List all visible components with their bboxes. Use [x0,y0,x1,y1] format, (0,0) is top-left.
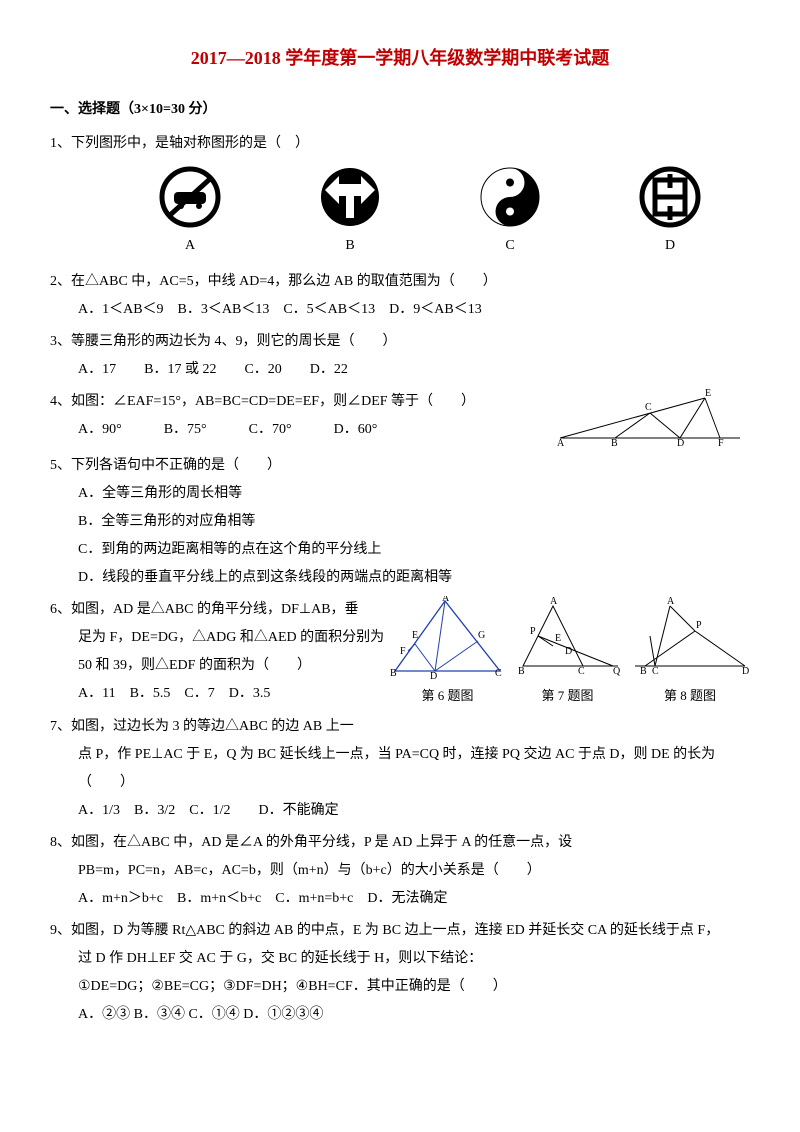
svg-text:E: E [412,630,418,641]
q7-opts: A．1/3 B．3/2 C．1/2 D．不能确定 [50,797,750,825]
q9-l1: 9、如图，D 为等腰 Rt△ABC 的斜边 AB 的中点，E 为 BC 边上一点… [50,917,750,945]
svg-text:P: P [696,620,702,631]
q7-diagram: A B C Q P E D [513,596,623,681]
q9-l3: ①DE=DG；②BE=CG；③DF=DH；④BH=CF．其中正确的是（ ） [50,973,750,1001]
svg-text:C: C [645,402,652,413]
svg-text:F: F [400,646,406,657]
q8-l2: PB=m，PC=n，AB=c，AC=b，则（m+n）与（b+c）的大小关系是（ … [50,857,750,885]
q6-l1: 6、如图，AD 是△ABC 的角平分线，DF⊥AB，垂 [50,596,390,624]
svg-text:C: C [652,666,659,677]
q7-l1: 7、如图，过边长为 3 的等边△ABC 的边 AB 上一 [50,713,750,741]
q6-l2: 足为 F，DE=DG，△ADG 和△AED 的面积分别为 [50,624,390,652]
svg-text:F: F [718,438,724,448]
svg-text:B: B [611,438,618,448]
svg-text:D: D [677,438,684,448]
svg-text:A: A [667,596,675,607]
q2-text: 2、在△ABC 中，AC=5，中线 AD=4，那么边 AB 的取值范围为（ ） [50,268,750,296]
q4-figure: A B C D E F [550,388,750,448]
q8-diagram: A B C D P [630,596,750,681]
q5-text: 5、下列各语句中不正确的是（ ） [50,452,750,480]
question-9: 9、如图，D 为等腰 Rt△ABC 的斜边 AB 的中点，E 为 BC 边上一点… [50,917,750,1029]
q8-opts: A．m+n＞b+c B．m+n＜b+c C．m+n=b+c D．无法确定 [50,885,750,913]
page-title: 2017—2018 学年度第一学期八年级数学期中联考试题 [50,40,750,76]
q6-opts: A．11 B．5.5 C．7 D．3.5 [50,680,390,708]
q1-label-d: D [639,232,701,260]
q4-diagram: A B C D E F [555,388,745,448]
q1-opt-a: A [159,166,221,260]
q8-l1: 8、如图，在△ABC 中，AD 是∠A 的外角平分线，P 是 AD 上异于 A … [50,829,750,857]
question-3: 3、等腰三角形的两边长为 4、9，则它的周长是（ ） A．17 B．17 或 2… [50,328,750,384]
q1-opt-d: D [639,166,701,260]
q7-l2: 点 P，作 PE⊥AC 于 E，Q 为 BC 延长线上一点，当 PA=CQ 时，… [50,741,750,797]
q5-a: A．全等三角形的周长相等 [50,480,750,508]
q8-cap: 第 8 题图 [630,683,750,709]
q5-c: C．到角的两边距离相等的点在这个角的平分线上 [50,536,750,564]
q6-diagram: A B C D E F G [390,596,505,681]
svg-text:B: B [518,666,525,677]
svg-text:C: C [578,666,585,677]
q1-label-c: C [479,232,541,260]
question-7: 7、如图，过边长为 3 的等边△ABC 的边 AB 上一 点 P，作 PE⊥AC… [50,713,750,825]
question-5: 5、下列各语句中不正确的是（ ） A．全等三角形的周长相等 B．全等三角形的对应… [50,452,750,592]
q9-l2: 过 D 作 DH⊥EF 交 AC 于 G，交 BC 的延长线于 H，则以下结论： [50,945,750,973]
question-6: 6、如图，AD 是△ABC 的角平分线，DF⊥AB，垂 足为 F，DE=DG，△… [50,596,750,709]
svg-text:A: A [550,596,558,607]
question-1: 1、下列图形中，是轴对称图形的是（ ） A B [50,130,750,260]
svg-text:A: A [442,596,450,604]
q6-l3: 50 和 39，则△EDF 的面积为（ ） [50,652,390,680]
q3-text: 3、等腰三角形的两边长为 4、9，则它的周长是（ ） [50,328,750,356]
arrows-icon [319,166,381,228]
svg-text:D: D [565,646,572,657]
svg-text:D: D [742,666,749,677]
q3-opts: A．17 B．17 或 22 C．20 D．22 [50,356,750,384]
svg-text:E: E [705,388,711,399]
svg-text:Q: Q [613,666,621,677]
section-heading: 一、选择题（3×10=30 分） [50,96,750,124]
q5-d: D．线段的垂直平分线上的点到这条线段的两端点的距离相等 [50,564,750,592]
q7-cap: 第 7 题图 [511,683,624,709]
q5-b: B．全等三角形的对应角相等 [50,508,750,536]
q1-label-a: A [159,232,221,260]
q1-opt-c: C [479,166,541,260]
svg-text:E: E [555,633,561,644]
yinyang-icon [479,166,541,228]
q4-opts: A．90° B．75° C．70° D．60° [50,416,550,444]
q1-opt-b: B [319,166,381,260]
svg-text:B: B [640,666,647,677]
q6-figures: A B C D E F G 第 6 题图 A B C Q P E [390,596,750,709]
q6-cap: 第 6 题图 [390,683,505,709]
question-4: 4、如图：∠EAF=15°，AB=BC=CD=DE=EF，则∠DEF 等于（ ）… [50,388,750,448]
svg-text:C: C [495,668,502,679]
q9-opts: A．②③ B．③④ C．①④ D．①②③④ [50,1001,750,1029]
question-2: 2、在△ABC 中，AC=5，中线 AD=4，那么边 AB 的取值范围为（ ） … [50,268,750,324]
svg-text:P: P [530,626,536,637]
q1-options-row: A B C [110,166,750,260]
q4-text: 4、如图：∠EAF=15°，AB=BC=CD=DE=EF，则∠DEF 等于（ ） [50,388,550,416]
q1-label-b: B [319,232,381,260]
svg-text:A: A [557,438,565,448]
svg-text:D: D [430,671,437,681]
svg-text:B: B [390,668,397,679]
no-car-icon [159,166,221,228]
q1-text: 1、下列图形中，是轴对称图形的是（ ） [50,130,750,158]
bank-logo-icon [639,166,701,228]
question-8: 8、如图，在△ABC 中，AD 是∠A 的外角平分线，P 是 AD 上异于 A … [50,829,750,913]
q2-opts: A．1＜AB＜9 B．3＜AB＜13 C．5＜AB＜13 D．9＜AB＜13 [50,296,750,324]
svg-text:G: G [478,630,485,641]
